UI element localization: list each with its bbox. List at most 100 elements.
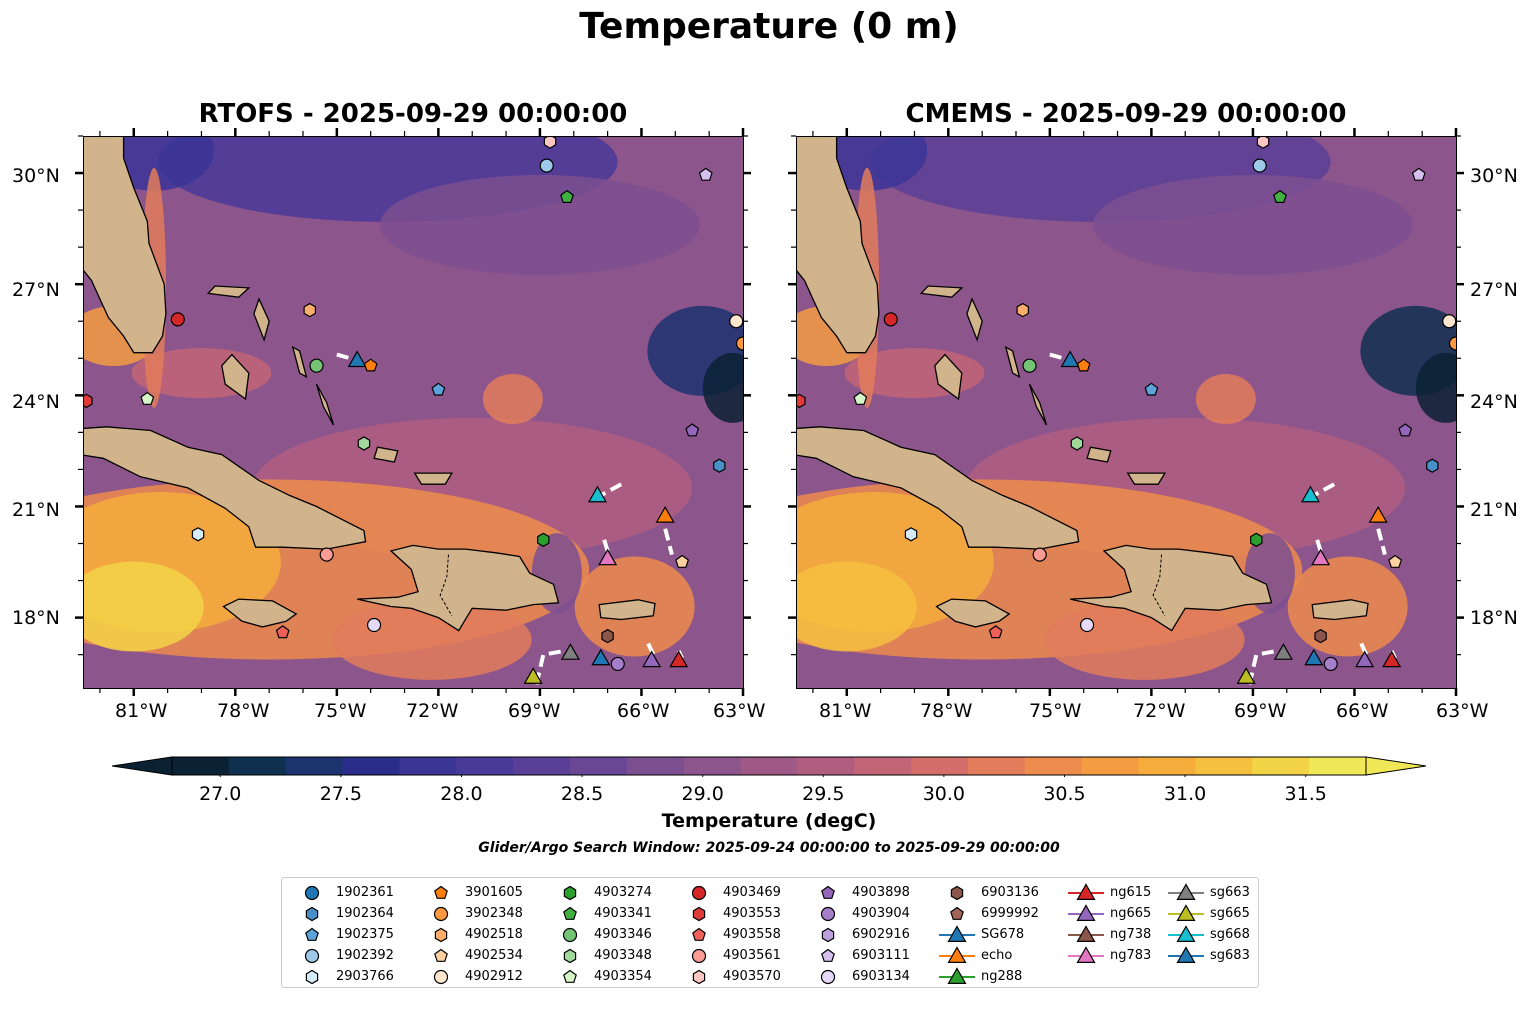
legend-shape: [434, 927, 448, 943]
legend-label: SG678: [981, 927, 1025, 942]
legend-shape: [305, 969, 319, 985]
observation-4903561: [1032, 547, 1047, 562]
legend-marker: [1168, 883, 1204, 900]
legend-label: 4903553: [723, 906, 781, 921]
lon-tick-label: 66°W: [617, 700, 670, 722]
legend-shape: [563, 948, 577, 964]
legend-marker: [434, 948, 448, 962]
lon-tick-label: 72°W: [1133, 700, 1186, 722]
lat-tick-label: 21°N: [1470, 499, 1518, 521]
search-window-text: Glider/Argo Search Window: 2025-09-24 00…: [478, 840, 1060, 856]
observation-4903904: [610, 656, 625, 672]
legend-marker: [563, 969, 577, 983]
lon-tick-label: 63°W: [1436, 700, 1489, 722]
legend-marker: [1068, 883, 1104, 900]
legend-marker: [434, 927, 448, 943]
legend-label: 4903558: [723, 927, 781, 942]
legend-marker: [939, 967, 975, 984]
colorbar-segment: [456, 757, 514, 775]
legend-triangle: [1076, 883, 1096, 900]
lat-tick-label: 24°N: [1470, 391, 1518, 413]
observation-ng783: [1311, 548, 1331, 566]
land-hispaniola: [357, 544, 560, 632]
lon-tick-label: 75°W: [1029, 700, 1082, 722]
lon-tick-label: 63°W: [713, 700, 766, 722]
legend-label: 4902518: [465, 927, 523, 942]
observation-4903570: [543, 136, 557, 149]
legend-shape: [820, 906, 836, 922]
observation-6903111: [698, 167, 713, 181]
legend-marker: [1068, 904, 1104, 921]
colorbar-segment: [399, 757, 457, 775]
lon-tick-label: 81°W: [115, 700, 168, 722]
legend-label: 6902916: [852, 927, 910, 942]
legend-marker: [821, 927, 835, 943]
legend-label: ng288: [981, 969, 1023, 984]
land-bahamas2: [253, 297, 270, 342]
legend-shape: [563, 906, 577, 920]
legend-label: 6903134: [852, 969, 910, 984]
temperature-field-patch: [331, 599, 532, 680]
colorbar-segment: [342, 757, 400, 775]
legend-marker: [304, 885, 320, 901]
temperature-field-patch: [83, 561, 204, 652]
legend-shape: [434, 948, 448, 962]
lat-tick-label: 21°N: [12, 499, 60, 521]
observation-4903898: [685, 423, 700, 437]
legend-marker: [692, 969, 706, 985]
legend-triangle: [1176, 946, 1196, 963]
glider-track: [663, 528, 674, 556]
legend-marker: [563, 906, 577, 920]
land-bahamas5: [1028, 383, 1048, 426]
legend-marker: [1168, 925, 1204, 942]
colorbar-tick-label: 31.0: [1163, 783, 1207, 805]
observation-sg665: [1236, 667, 1256, 684]
legend-marker: [562, 927, 578, 943]
legend-label: 4903274: [594, 885, 652, 900]
axis-tick-marks: [75, 128, 1464, 696]
map-panel-rtofs[interactable]: [83, 136, 743, 688]
legend-marker: [691, 885, 707, 901]
observation-1902375: [431, 382, 446, 396]
observation-4902534: [1388, 554, 1403, 568]
lat-tick-label: 24°N: [12, 391, 60, 413]
observation-4903904: [1323, 656, 1338, 672]
legend-shape: [563, 969, 577, 983]
legend-label: 1902364: [336, 906, 394, 921]
lat-tick-label: 18°N: [12, 607, 60, 629]
legend-label: 4902534: [465, 948, 523, 963]
observation-ng665: [1355, 650, 1375, 668]
lon-tick-label: 78°W: [920, 700, 973, 722]
legend-triangle: [1176, 925, 1196, 942]
land-bahamas4: [1004, 345, 1021, 379]
observation-3902348: [735, 336, 743, 351]
land-jamaica: [935, 598, 1011, 628]
observation-6903111: [1411, 167, 1426, 181]
observation-4903341: [560, 189, 574, 204]
observation-4903469: [883, 312, 898, 327]
lon-tick-label: 78°W: [217, 700, 270, 722]
legend-marker: [950, 906, 964, 920]
observation-4902912: [1442, 314, 1456, 329]
legend-shape: [821, 948, 835, 962]
observation-1902364: [713, 458, 726, 473]
legend-label: 1902361: [336, 885, 394, 900]
observation-sg683: [347, 350, 367, 368]
legend-shape: [691, 885, 707, 901]
legend-marker: [821, 885, 835, 899]
legend-shape: [562, 927, 578, 943]
legend-triangle: [947, 925, 967, 942]
colorbar-segment: [1309, 757, 1367, 775]
glider-track: [1315, 539, 1323, 552]
observation-4902518: [1016, 302, 1029, 318]
lon-tick-label: 66°W: [1336, 700, 1389, 722]
legend-label: 3901605: [465, 885, 523, 900]
temperature-field-patch: [702, 352, 743, 423]
lon-tick-label: 72°W: [406, 700, 459, 722]
lat-tick-label: 30°N: [12, 165, 60, 187]
map-panel-cmems[interactable]: [796, 136, 1456, 688]
observation-2903766: [904, 527, 918, 542]
legend-label: sg665: [1210, 906, 1250, 921]
colorbar-segment: [172, 757, 230, 775]
land-bahamas4: [291, 345, 308, 379]
